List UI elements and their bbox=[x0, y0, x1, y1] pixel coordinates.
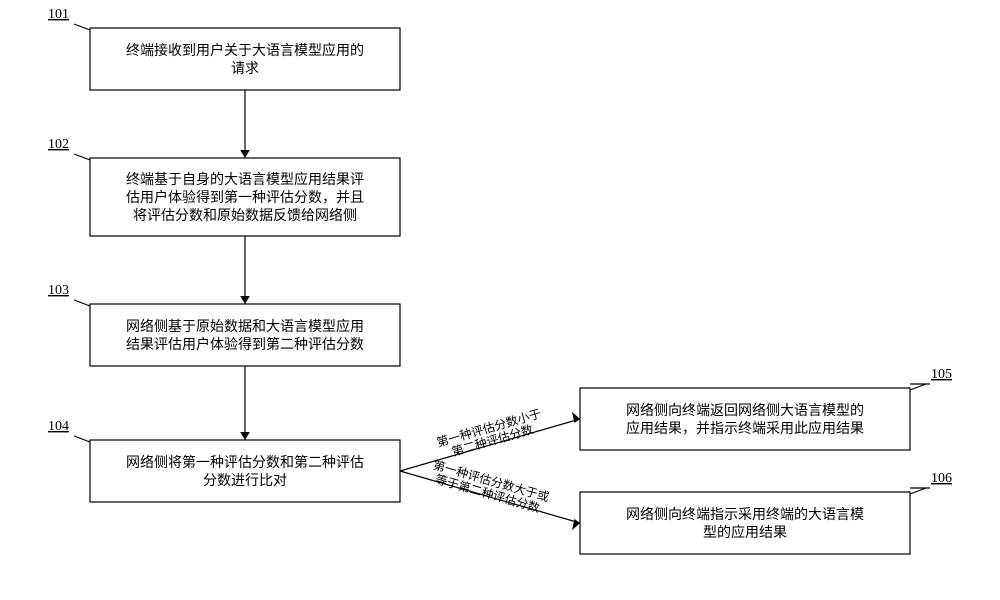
flow-node-text: 结果评估用户体验得到第二种评估分数 bbox=[126, 336, 364, 353]
flow-node-text: 估用户体验得到第一种评估分数，并且 bbox=[126, 189, 364, 206]
flow-edge-e5: 第一种评估分数大于或等于第二种评估分数 bbox=[400, 457, 580, 523]
flow-node-number: 101 bbox=[48, 7, 69, 22]
flow-node-text: 分数进行比对 bbox=[203, 473, 287, 489]
flow-node-n104: 网络侧将第一种评估分数和第二种评估分数进行比对 104 bbox=[48, 419, 400, 502]
flow-node-text: 网络侧向终端指示采用终端的大语言模 bbox=[626, 507, 864, 523]
flow-node-text: 终端接收到用户关于大语言模型应用的 bbox=[126, 42, 364, 59]
flow-node-number: 105 bbox=[931, 367, 952, 382]
flow-node-number: 103 bbox=[48, 283, 69, 298]
flowchart-canvas: 终端接收到用户关于大语言模型应用的请求 101 终端基于自身的大语言模型应用结果评估… bbox=[0, 0, 1000, 600]
flow-node-n105: 网络侧向终端返回网络侧大语言模型的应用结果，并指示终端采用此应用结果 105 bbox=[580, 367, 952, 450]
flow-node-number: 102 bbox=[48, 137, 69, 152]
flow-node-number: 104 bbox=[48, 419, 69, 434]
flow-node-text: 应用结果，并指示终端采用此应用结果 bbox=[626, 420, 864, 437]
flow-node-number: 106 bbox=[931, 471, 952, 486]
flow-node-text: 请求 bbox=[231, 61, 259, 77]
flow-edge-label: 第一种评估分数小于第二种评估分数 bbox=[435, 406, 547, 463]
flow-node-text: 网络侧将第一种评估分数和第二种评估 bbox=[126, 454, 364, 471]
flow-node-text: 将评估分数和原始数据反馈给网络侧 bbox=[133, 208, 357, 224]
flow-node-text: 型的应用结果 bbox=[703, 524, 787, 541]
flow-node-n106: 网络侧向终端指示采用终端的大语言模型的应用结果 106 bbox=[580, 471, 952, 554]
flow-node-text: 网络侧基于原始数据和大语言模型应用 bbox=[126, 318, 364, 335]
flow-edge-label: 第一种评估分数大于或等于第二种评估分数 bbox=[428, 457, 551, 517]
flow-node-text: 终端基于自身的大语言模型应用结果评 bbox=[126, 171, 364, 188]
flow-edge-e4: 第一种评估分数小于第二种评估分数 bbox=[400, 406, 580, 471]
flow-node-n103: 网络侧基于原始数据和大语言模型应用结果评估用户体验得到第二种评估分数 103 bbox=[48, 283, 400, 366]
flow-node-text: 网络侧向终端返回网络侧大语言模型的 bbox=[626, 403, 864, 419]
flow-node-n101: 终端接收到用户关于大语言模型应用的请求 101 bbox=[48, 7, 400, 90]
flow-node-n102: 终端基于自身的大语言模型应用结果评估用户体验得到第一种评估分数，并且将评估分数和… bbox=[48, 137, 400, 236]
